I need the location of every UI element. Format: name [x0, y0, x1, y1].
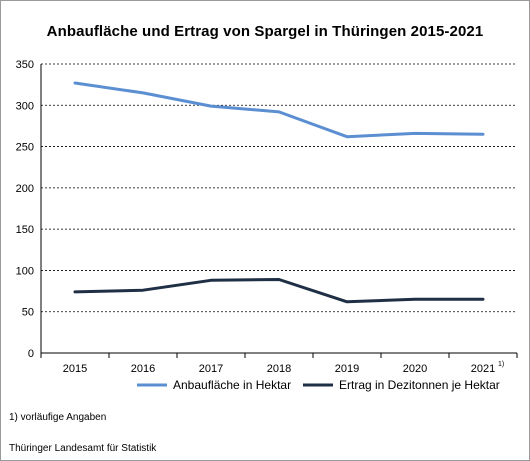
x-tick-label: 2016 [131, 363, 155, 375]
footnote: 1) vorläufige Angaben [9, 412, 107, 423]
x-tick-label: 2017 [199, 363, 223, 375]
y-tick-label: 150 [16, 224, 34, 236]
y-tick-label: 200 [16, 183, 34, 195]
y-tick-label: 50 [22, 307, 34, 319]
legend-label-1: Anbaufläche in Hektar [173, 378, 291, 392]
y-tick-label: 0 [28, 348, 34, 360]
x-tick-footnote-marker: 1) [498, 361, 504, 368]
chart-title: Anbaufläche und Ertrag von Spargel in Th… [46, 23, 484, 40]
x-tick-label: 2019 [335, 363, 359, 375]
y-tick-label: 250 [16, 142, 34, 154]
source-note: Thüringer Landesamt für Statistik [9, 443, 157, 454]
x-tick-label: 2015 [63, 363, 87, 375]
legend-label-2: Ertrag in Dezitonnen je Hektar [339, 378, 500, 392]
x-tick-label: 2021 [471, 363, 495, 375]
x-tick-label: 2018 [267, 363, 291, 375]
y-tick-label: 100 [16, 265, 34, 277]
y-tick-label: 350 [16, 59, 34, 71]
series-line-1 [73, 81, 485, 139]
x-tick-label: 2020 [403, 363, 427, 375]
y-tick-label: 300 [16, 100, 34, 112]
series-line-2 [73, 278, 485, 304]
